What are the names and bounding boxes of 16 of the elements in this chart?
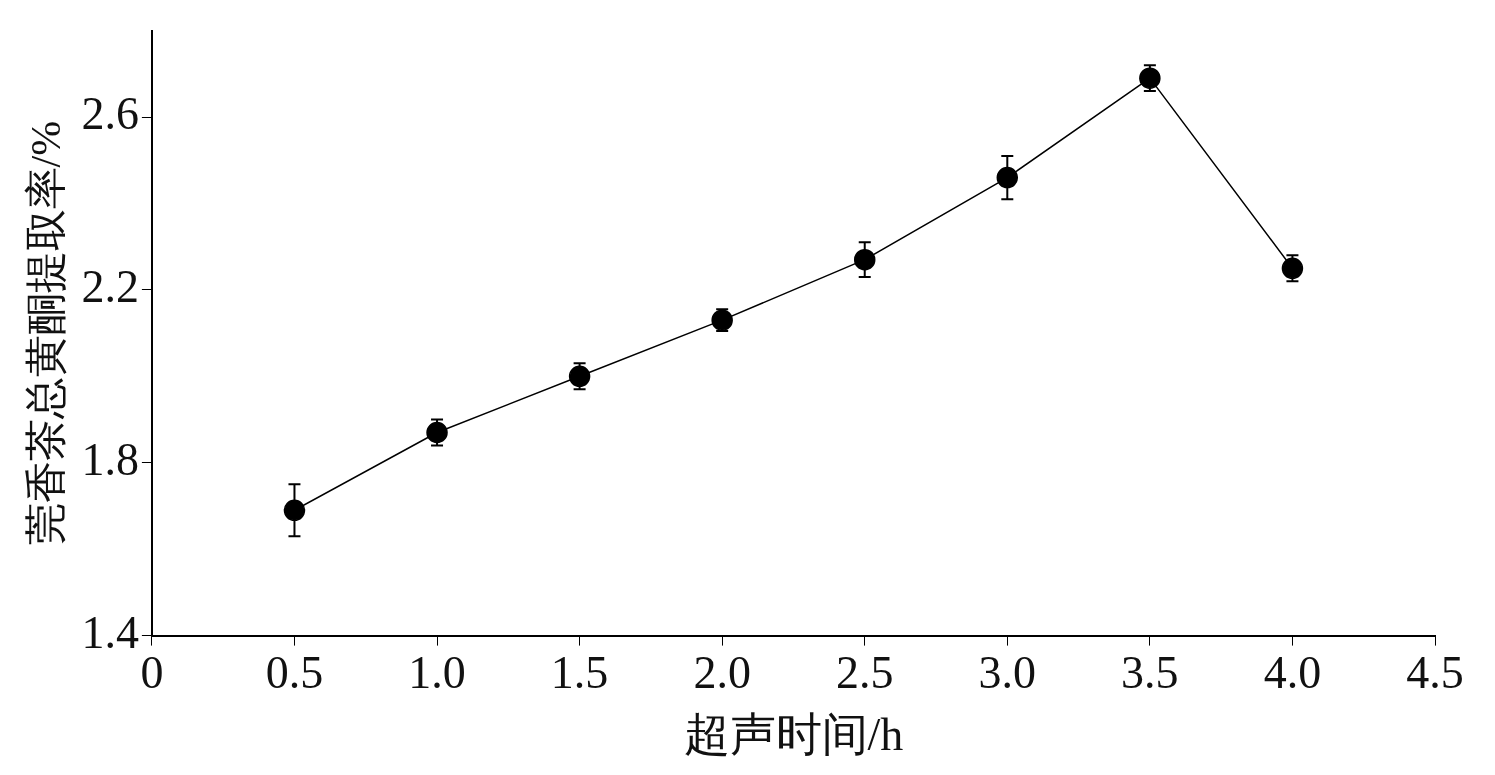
- x-tick-label: 2.5: [835, 647, 894, 699]
- x-tick-label: 2.0: [693, 647, 751, 699]
- x-tick-label: 3.0: [978, 647, 1037, 699]
- y-tick-label: 1.8: [81, 433, 139, 485]
- y-tick-label: 2.2: [81, 260, 139, 312]
- x-tick-label: 3.5: [1121, 647, 1179, 699]
- x-tick-label: 4.5: [1406, 647, 1464, 699]
- x-axis-title: 超声时间/h: [683, 709, 904, 761]
- x-tick-label: 0: [140, 647, 164, 699]
- y-tick-label: 2.6: [81, 88, 139, 140]
- x-tick-label: 0.5: [265, 647, 324, 699]
- x-tick-label: 1.0: [408, 647, 466, 699]
- x-tick-label: 1.5: [550, 647, 609, 699]
- x-tick-label: 4.0: [1263, 647, 1322, 699]
- y-axis-title: 莞香茶总黄酮提取率/%: [23, 120, 70, 546]
- y-tick-label: 1.4: [81, 606, 139, 658]
